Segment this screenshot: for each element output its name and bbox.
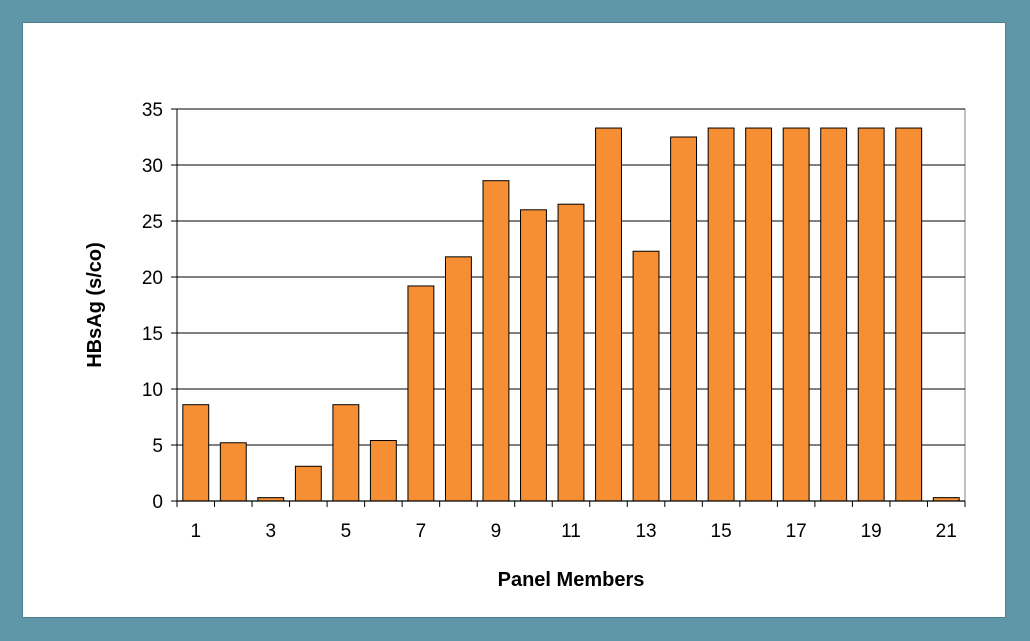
- x-tick-label: 3: [266, 521, 277, 542]
- x-axis-title: Panel Members: [498, 569, 645, 591]
- bar-panel-member-1: [182, 404, 210, 502]
- x-tick-label: 21: [936, 521, 957, 542]
- y-axis-title: HBsAg (s/co): [84, 242, 106, 368]
- bar-panel-member-5: [332, 404, 360, 502]
- bar-panel-member-8: [444, 256, 472, 502]
- bar-panel-member-20: [895, 127, 923, 502]
- y-tick-label: 20: [142, 268, 163, 289]
- x-tick-label: 1: [190, 521, 201, 542]
- bar-panel-member-16: [745, 127, 773, 502]
- bar-panel-member-10: [520, 209, 547, 502]
- x-tick-label: 13: [635, 521, 656, 542]
- bar-panel-member-9: [482, 180, 510, 502]
- y-axis-ticks: 0 5 10 15 20 25 30 35: [142, 100, 177, 513]
- y-tick-label: 30: [142, 156, 163, 177]
- y-tick-label: 5: [152, 436, 163, 457]
- bar-panel-member-17: [782, 127, 810, 502]
- bar-panel-member-14: [670, 136, 698, 502]
- x-tick-label: 7: [416, 521, 427, 542]
- x-tick-label: 9: [491, 521, 502, 542]
- y-tick-label: 35: [142, 100, 163, 121]
- bar-panel-member-2: [219, 442, 247, 502]
- x-tick-label: 15: [711, 521, 732, 542]
- x-axis-ticks: 1 3 5 7 9 11 13 15 17 19 21: [176, 501, 966, 542]
- bar-panel-member-7: [407, 285, 435, 502]
- bar-panel-member-15: [707, 127, 735, 502]
- bar-panel-member-12: [595, 127, 622, 502]
- x-tick-label: 17: [786, 521, 807, 542]
- y-tick-label: 0: [152, 492, 163, 513]
- bar-panel-member-19: [857, 127, 885, 502]
- y-tick-label: 25: [142, 212, 163, 233]
- bar-panel-member-11: [557, 203, 585, 502]
- y-tick-label: 15: [142, 324, 163, 345]
- bars: [182, 127, 960, 502]
- bar-panel-member-18: [820, 127, 848, 502]
- bar-panel-member-6: [369, 440, 397, 502]
- bar-panel-member-4: [294, 465, 322, 502]
- y-tick-label: 10: [142, 380, 163, 401]
- x-tick-label: 5: [341, 521, 352, 542]
- x-tick-label: 19: [861, 521, 882, 542]
- axes: [176, 109, 965, 502]
- bar-panel-member-13: [632, 250, 660, 502]
- x-tick-label: 11: [561, 521, 581, 542]
